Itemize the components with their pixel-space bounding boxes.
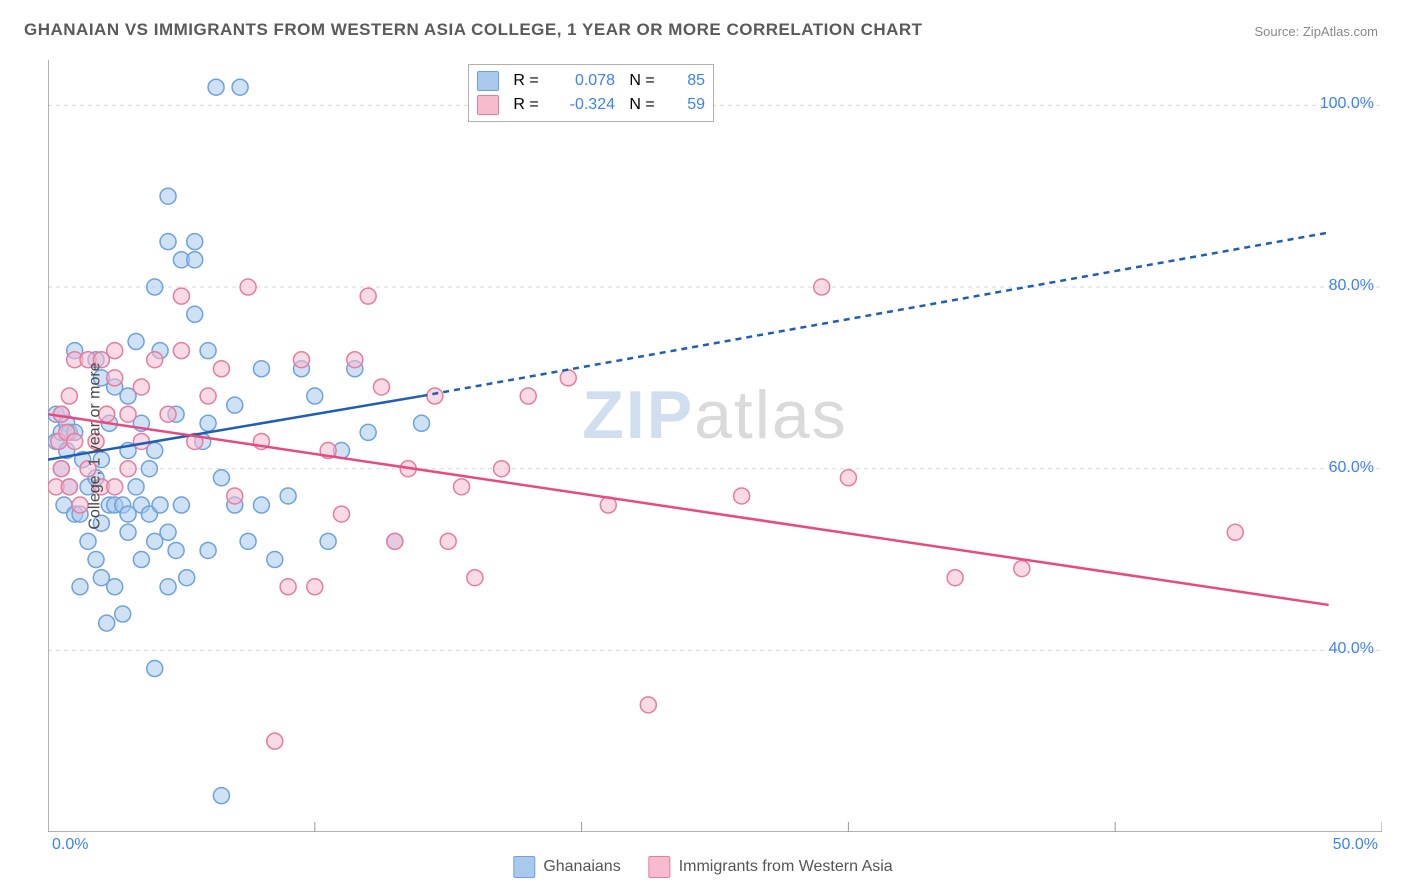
legend-swatch-immigrants [477, 95, 499, 115]
scatter-chart [48, 60, 1382, 832]
y-tick-label: 80.0% [1329, 277, 1374, 295]
legend-n-value-0: 85 [669, 72, 705, 90]
legend-r-value-0: 0.078 [553, 72, 615, 90]
y-tick-label: 40.0% [1329, 640, 1374, 658]
legend-item-immigrants: Immigrants from Western Asia [649, 856, 893, 878]
series-legend: Ghanaians Immigrants from Western Asia [513, 856, 892, 878]
legend-row-immigrants: R = -0.324 N = 59 [477, 93, 705, 117]
legend-swatch-ghanaians [477, 71, 499, 91]
source-label: Source: ZipAtlas.com [1254, 24, 1378, 39]
legend-r-label: R = [509, 96, 543, 114]
legend-n-label: N = [625, 72, 659, 90]
x-axis-max-label: 50.0% [1333, 836, 1378, 854]
swatch-immigrants [649, 856, 671, 878]
y-axis-label: College, 1 year or more [87, 362, 105, 529]
y-tick-label: 100.0% [1320, 95, 1374, 113]
legend-item-ghanaians: Ghanaians [513, 856, 620, 878]
y-tick-label: 60.0% [1329, 459, 1374, 477]
plot-area: ZIPatlas R = 0.078 N = 85 R = -0.324 N =… [48, 60, 1382, 832]
chart-title: GHANAIAN VS IMMIGRANTS FROM WESTERN ASIA… [24, 20, 923, 40]
legend-r-value-1: -0.324 [553, 96, 615, 114]
swatch-ghanaians [513, 856, 535, 878]
x-axis-min-label: 0.0% [52, 836, 88, 854]
legend-n-value-1: 59 [669, 96, 705, 114]
legend-label-ghanaians: Ghanaians [543, 858, 620, 876]
legend-r-label: R = [509, 72, 543, 90]
legend-n-label: N = [625, 96, 659, 114]
legend-row-ghanaians: R = 0.078 N = 85 [477, 69, 705, 93]
legend-label-immigrants: Immigrants from Western Asia [679, 858, 893, 876]
correlation-legend: R = 0.078 N = 85 R = -0.324 N = 59 [468, 64, 714, 122]
